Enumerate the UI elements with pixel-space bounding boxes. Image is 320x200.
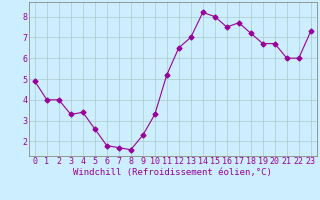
X-axis label: Windchill (Refroidissement éolien,°C): Windchill (Refroidissement éolien,°C) [73, 168, 272, 177]
